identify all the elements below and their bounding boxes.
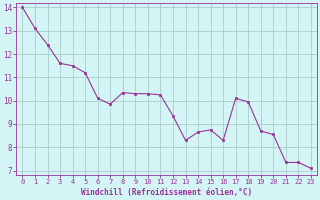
X-axis label: Windchill (Refroidissement éolien,°C): Windchill (Refroidissement éolien,°C) <box>81 188 252 197</box>
